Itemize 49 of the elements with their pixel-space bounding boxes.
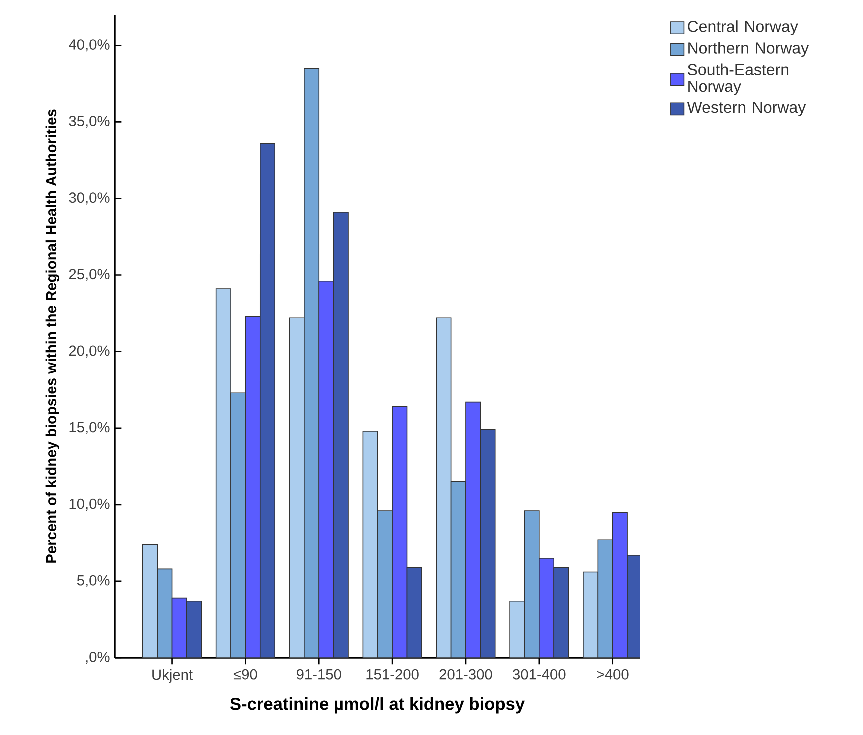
y-tick-label: 40,0% bbox=[69, 40, 110, 52]
y-tick-label: 10,0% bbox=[70, 498, 110, 511]
y-tick-label: 20,0% bbox=[69, 346, 110, 358]
bar bbox=[583, 572, 599, 658]
bar bbox=[318, 280, 334, 658]
bar bbox=[450, 482, 466, 658]
bar bbox=[598, 540, 614, 658]
x-tick-label: Ukjent bbox=[152, 669, 193, 684]
bar bbox=[260, 143, 276, 658]
bar bbox=[245, 316, 261, 658]
bar bbox=[216, 288, 232, 658]
x-tick-label: 91-150 bbox=[296, 669, 342, 680]
legend-label: Central Norway bbox=[688, 20, 798, 36]
bar bbox=[612, 512, 628, 658]
y-tick-label: 25,0% bbox=[69, 269, 110, 282]
bar bbox=[436, 318, 452, 658]
bar bbox=[392, 406, 408, 658]
bar bbox=[480, 429, 496, 658]
bar bbox=[304, 68, 320, 658]
bar bbox=[406, 567, 422, 658]
x-axis-title: S-creatinine µmol/l at kidney biopsy bbox=[230, 698, 525, 714]
bar bbox=[377, 510, 393, 658]
bar bbox=[289, 318, 305, 658]
x-tick-label: ≤90 bbox=[234, 669, 258, 680]
bar bbox=[142, 544, 158, 658]
bar bbox=[157, 568, 173, 658]
bar bbox=[539, 558, 555, 658]
y-tick-label: 35,0% bbox=[69, 116, 110, 128]
bar bbox=[466, 402, 482, 658]
bar bbox=[172, 598, 188, 658]
bar bbox=[524, 510, 540, 658]
legend-label: South-Eastern Norway bbox=[688, 64, 789, 96]
legend-label: Northern Norway bbox=[688, 42, 810, 58]
y-tick-label: ,0% bbox=[86, 652, 110, 664]
x-tick-label: 201-300 bbox=[440, 669, 492, 680]
y-axis-title: Percent of kidney biopsies within the Regional Health Authorities bbox=[46, 110, 60, 563]
y-tick-label: 5,0% bbox=[77, 575, 110, 588]
y-tick-label: 15,0% bbox=[70, 422, 110, 434]
y-tick-label: 30,0% bbox=[69, 192, 110, 205]
x-tick-label: >400 bbox=[597, 669, 629, 680]
bar bbox=[230, 392, 246, 658]
bar bbox=[362, 431, 378, 658]
legend-label: Western Norway bbox=[687, 102, 806, 116]
bar bbox=[510, 600, 526, 658]
x-tick-label: 151-200 bbox=[366, 669, 419, 680]
x-tick-label: 301-400 bbox=[513, 669, 566, 680]
bar bbox=[554, 567, 570, 658]
bar bbox=[186, 600, 202, 658]
bar bbox=[333, 212, 349, 658]
